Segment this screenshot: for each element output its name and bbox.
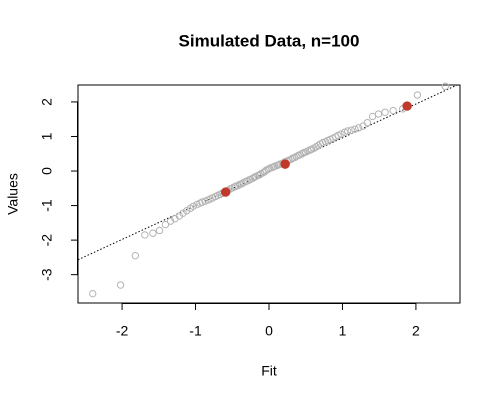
point bbox=[141, 231, 149, 239]
point bbox=[343, 127, 352, 135]
x-tick-label: 0 bbox=[265, 323, 273, 339]
point bbox=[363, 118, 372, 127]
point bbox=[131, 251, 140, 260]
point bbox=[260, 168, 269, 176]
x-tick-label: -2 bbox=[116, 323, 129, 339]
x-tick-label: 1 bbox=[339, 323, 347, 339]
y-tick-label: -3 bbox=[39, 268, 55, 281]
point bbox=[183, 207, 191, 215]
point bbox=[374, 110, 383, 118]
x-axis-label: Fit bbox=[261, 363, 277, 379]
highlight-point bbox=[402, 101, 412, 111]
y-tick-label: 2 bbox=[39, 98, 55, 106]
point bbox=[413, 91, 422, 99]
highlight-point bbox=[280, 159, 290, 169]
point bbox=[347, 126, 355, 134]
highlight-point bbox=[220, 187, 231, 197]
chart-title: Simulated Data, n=100 bbox=[179, 31, 360, 50]
x-tick-label: -1 bbox=[189, 323, 202, 339]
point bbox=[149, 229, 157, 237]
point bbox=[179, 209, 187, 217]
point bbox=[389, 106, 397, 115]
point bbox=[354, 124, 363, 132]
point bbox=[351, 125, 359, 133]
plot-box bbox=[77, 84, 461, 304]
point bbox=[155, 226, 164, 235]
point bbox=[88, 289, 97, 298]
y-tick-label: -2 bbox=[39, 234, 55, 247]
point bbox=[337, 130, 345, 138]
point bbox=[116, 281, 125, 289]
point bbox=[161, 220, 170, 229]
y-tick-label: 0 bbox=[39, 167, 55, 175]
point bbox=[298, 150, 306, 158]
point bbox=[166, 217, 175, 225]
y-axis-label: Values bbox=[5, 173, 21, 215]
y-tick-label: -1 bbox=[39, 199, 55, 212]
point bbox=[381, 108, 389, 116]
y-tick-label: 1 bbox=[39, 132, 55, 140]
point bbox=[189, 202, 198, 210]
point bbox=[441, 82, 450, 91]
x-tick-label: 2 bbox=[412, 323, 420, 339]
